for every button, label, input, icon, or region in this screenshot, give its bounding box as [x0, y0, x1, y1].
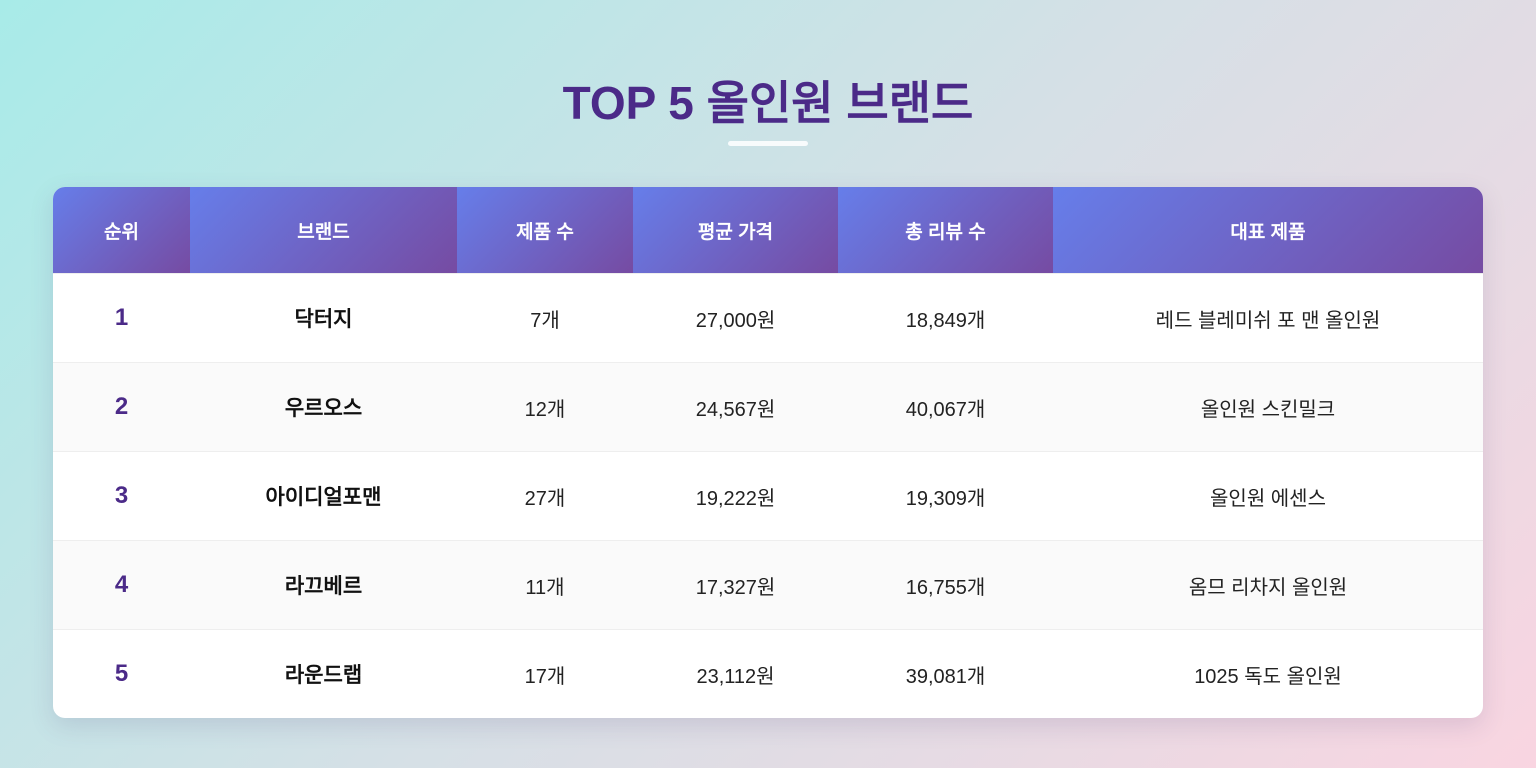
- brand-table: 순위 브랜드 제품 수 평균 가격 총 리뷰 수 대표 제품 1 닥터지 7개 27,000원 1…: [53, 187, 1483, 718]
- table-cell: 39,081개: [838, 629, 1053, 718]
- table-card: 순위 브랜드 제품 수 평균 가격 총 리뷰 수 대표 제품 1 닥터지 7개 27,000원 1…: [53, 187, 1483, 718]
- table-cell: 옴므 리차지 올인원: [1053, 540, 1483, 630]
- table-row: 2 우르오스 12개 24,567원 40,067개 올인원 스킨밀크: [53, 362, 1483, 452]
- table-row: 3 아이디얼포맨 27개 19,222원 19,309개 올인원 에센스: [53, 451, 1483, 541]
- table-cell: 7개: [457, 273, 633, 363]
- table-row: 5 라운드랩 17개 23,112원 39,081개 1025 독도 올인원: [53, 629, 1483, 718]
- column-header: 제품 수: [457, 187, 633, 274]
- table-cell: 3: [53, 451, 190, 541]
- table-cell: 17,327원: [633, 540, 838, 630]
- header-row: 순위 브랜드 제품 수 평균 가격 총 리뷰 수 대표 제품: [53, 187, 1483, 274]
- table-cell: 1: [53, 273, 190, 363]
- column-header: 브랜드: [190, 187, 457, 274]
- table-cell: 17개: [457, 629, 633, 718]
- table-cell: 27개: [457, 451, 633, 541]
- table-cell: 닥터지: [190, 273, 457, 363]
- table-cell: 1025 독도 올인원: [1053, 629, 1483, 718]
- table-cell: 11개: [457, 540, 633, 630]
- table-cell: 40,067개: [838, 362, 1053, 452]
- table-cell: 23,112원: [633, 629, 838, 718]
- table-cell: 아이디얼포맨: [190, 451, 457, 541]
- table-cell: 19,222원: [633, 451, 838, 541]
- page-title: TOP 5 올인원 브랜드: [562, 77, 974, 129]
- table-row: 1 닥터지 7개 27,000원 18,849개 레드 블레미쉬 포 맨 올인원: [53, 273, 1483, 363]
- column-header: 평균 가격: [633, 187, 838, 274]
- table-cell: 12개: [457, 362, 633, 452]
- table-row: 4 라끄베르 11개 17,327원 16,755개 옴므 리차지 올인원: [53, 540, 1483, 630]
- title-underline: [728, 141, 808, 146]
- column-header: 순위: [53, 187, 190, 274]
- table-cell: 24,567원: [633, 362, 838, 452]
- table-cell: 16,755개: [838, 540, 1053, 630]
- column-header: 대표 제품: [1053, 187, 1483, 274]
- table-cell: 레드 블레미쉬 포 맨 올인원: [1053, 273, 1483, 363]
- table-cell: 18,849개: [838, 273, 1053, 363]
- table-cell: 올인원 에센스: [1053, 451, 1483, 541]
- column-header: 총 리뷰 수: [838, 187, 1053, 274]
- table-cell: 올인원 스킨밀크: [1053, 362, 1483, 452]
- table-cell: 라운드랩: [190, 629, 457, 718]
- table-cell: 우르오스: [190, 362, 457, 452]
- table-cell: 19,309개: [838, 451, 1053, 541]
- table-cell: 5: [53, 629, 190, 718]
- table-cell: 2: [53, 362, 190, 452]
- table-cell: 4: [53, 540, 190, 630]
- table-cell: 라끄베르: [190, 540, 457, 630]
- table-cell: 27,000원: [633, 273, 838, 363]
- table-body: 1 닥터지 7개 27,000원 18,849개 레드 블레미쉬 포 맨 올인원 2 우르오스…: [53, 273, 1483, 718]
